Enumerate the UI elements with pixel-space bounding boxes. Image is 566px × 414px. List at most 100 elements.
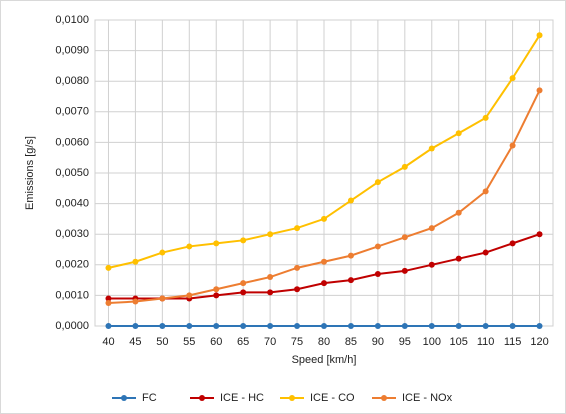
legend-label: FC [142,392,157,404]
y-axis-title: Emissions [g/s] [24,136,36,210]
point [536,32,543,39]
point [321,258,327,265]
point [240,280,247,287]
x-tick-label: 80 [318,336,330,348]
point [455,130,462,137]
point [374,270,381,277]
point [213,240,220,247]
x-tick-label: 40 [102,336,114,348]
legend-label: ICE - CO [310,392,355,404]
point [294,286,301,293]
y-tick-label: 0,0090 [55,45,89,57]
point [347,277,354,284]
point [401,267,408,274]
point [347,323,354,329]
point [428,145,435,152]
y-tick-label: 0,0010 [55,289,89,301]
point [455,255,462,262]
point [213,286,220,293]
point [105,295,112,302]
y-tick-label: 0,0050 [55,167,89,179]
x-tick-label: 45 [129,336,141,348]
x-tick-label: 50 [156,336,168,348]
x-tick-label: 85 [345,336,357,348]
point [347,252,354,259]
x-tick-label: 90 [372,336,384,348]
point [267,289,274,296]
point [132,258,139,265]
point [482,249,489,256]
point [321,323,327,329]
point [213,323,220,329]
point [267,231,274,238]
legend-item: ICE - NOx [372,392,453,404]
point [186,292,193,299]
point [455,323,462,329]
point [428,323,435,329]
y-tick-label: 0,0060 [55,136,89,148]
point [509,75,516,82]
point [347,197,354,204]
point [509,323,516,329]
point [374,243,381,250]
x-tick-label: 115 [504,336,522,348]
point [105,264,112,271]
x-tick-label: 65 [237,336,249,348]
legend-label: ICE - HC [220,392,264,404]
legend-marker [199,395,205,401]
point [536,231,543,238]
point [509,142,516,149]
legend-item: ICE - HC [190,392,264,404]
point [159,323,166,329]
point [105,323,112,329]
point [132,323,139,329]
point [374,323,381,329]
point [509,240,516,247]
point [159,249,166,256]
legend-label: ICE - NOx [402,392,453,404]
x-tick-label: 100 [423,336,441,348]
x-tick-label: 70 [264,336,276,348]
y-tick-label: 0,0020 [55,259,89,271]
point [240,237,247,244]
point [374,179,381,186]
point [213,292,220,299]
y-tick-label: 0,0070 [55,106,89,118]
point [186,243,193,250]
point [321,280,327,287]
x-tick-label: 95 [399,336,411,348]
point [294,264,301,271]
point [482,323,489,329]
point [240,289,247,296]
y-tick-label: 0,0000 [55,320,89,332]
point [159,295,166,302]
point [455,209,462,216]
x-tick-label: 110 [477,336,495,348]
y-tick-label: 0,0080 [55,75,89,87]
point [428,225,435,232]
point [482,114,489,121]
point [294,225,301,232]
point [401,323,408,329]
point [321,215,327,222]
y-tick-label: 0,0030 [55,228,89,240]
point [536,87,543,94]
point [294,323,301,329]
x-tick-label: 105 [450,336,468,348]
point [267,323,274,329]
point [482,188,489,195]
point [267,274,274,281]
legend-marker [121,395,127,401]
legend-item: FC [112,392,157,404]
legend-item: ICE - CO [280,392,355,404]
point [132,298,139,305]
x-tick-label: 55 [183,336,195,348]
point [536,323,543,329]
point [105,300,112,307]
point [401,234,408,241]
point [428,261,435,268]
x-tick-label: 75 [291,336,303,348]
legend-marker [381,395,387,401]
point [186,323,193,329]
